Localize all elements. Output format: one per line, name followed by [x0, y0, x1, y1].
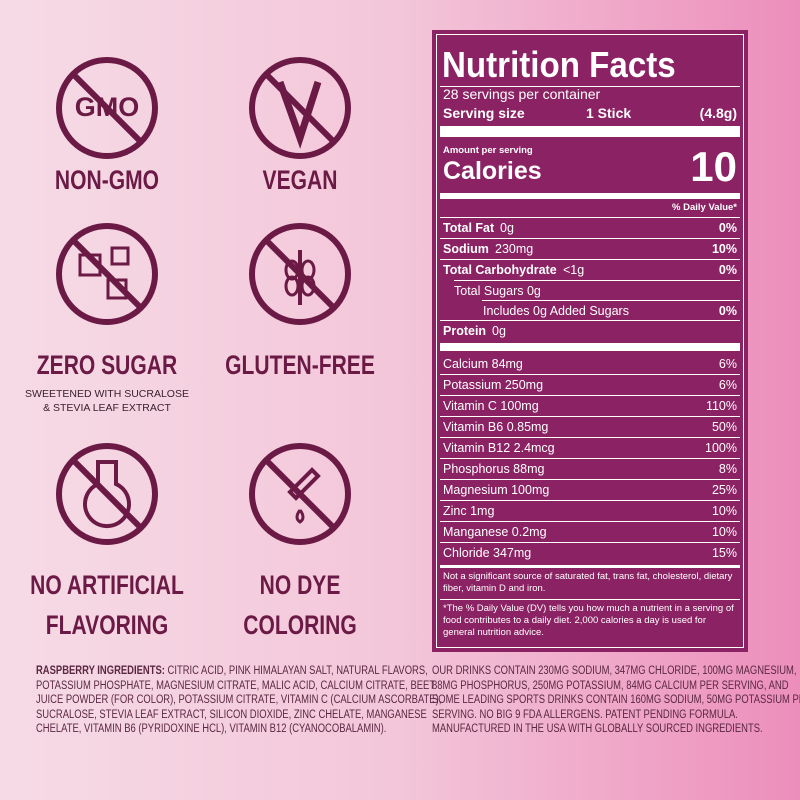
micronutrient: Magnesium 100mg	[443, 483, 550, 497]
ingredient-text: CITRIC ACID, PINK HIMALAYAN SALT, NATURA…	[167, 665, 428, 677]
ingredient-text: POTASSIUM PHOSPHATE, MAGNESIUM CITRATE, …	[36, 679, 436, 692]
daily-value: 8%	[718, 462, 737, 476]
daily-value: 0%	[718, 221, 737, 235]
rule	[440, 500, 740, 501]
rule	[440, 437, 740, 438]
dv-header: % Daily Value*	[672, 202, 737, 213]
badge-label: NO DYE	[259, 570, 341, 600]
rule	[440, 86, 740, 87]
calories-label: Calories	[443, 157, 542, 185]
badge-label: NO ARTIFICIAL	[30, 570, 184, 600]
claim-line: SOME LEADING SPORTS DRINKS CONTAIN 160MG…	[432, 694, 800, 706]
badge-label: VEGAN	[262, 165, 338, 195]
ingredient-text: SUCRALOSE, STEVIA LEAF EXTRACT, SILICON …	[36, 708, 427, 721]
servings: 28 servings per container	[443, 86, 601, 102]
rule	[482, 300, 740, 301]
claim-line: SERVING. NO BIG 9 FDA ALLERGENS. PATENT …	[432, 708, 738, 721]
nutrient-amount: 0g	[492, 324, 506, 338]
daily-value: 100%	[705, 441, 737, 455]
rule	[440, 193, 740, 199]
ingredients-label: RASPBERRY INGREDIENTS:	[36, 665, 165, 677]
serving-size: Serving size	[443, 105, 525, 121]
nutrient-amount: <1g	[563, 263, 585, 277]
micronutrient: Calcium 84mg	[443, 357, 523, 371]
micronutrient: Potassium 250mg	[443, 378, 544, 392]
footnote: *The % Daily Value (DV) tells you how mu…	[443, 603, 734, 638]
rule	[440, 374, 740, 375]
claim-line: 88MG PHOSPHORUS, 250MG POTASSIUM, 84MG C…	[432, 679, 789, 692]
badge-label: NON-GMO	[54, 165, 160, 195]
ingredient-line: RASPBERRY INGREDIENTS: CITRIC ACID, PINK…	[36, 664, 441, 679]
daily-value: 25%	[711, 483, 737, 497]
rule	[440, 565, 740, 568]
rule	[454, 280, 740, 281]
badge-label: FLAVORING	[45, 610, 169, 640]
ingredient-line: POTASSIUM PHOSPHATE, MAGNESIUM CITRATE, …	[36, 679, 441, 694]
rule	[440, 479, 740, 480]
nutrient-amount: 0g	[500, 221, 514, 235]
claim-line: OUR DRINKS CONTAIN 230MG SODIUM, 347MG C…	[432, 665, 797, 677]
amount-per-serving: Amount per serving	[443, 145, 533, 156]
border	[436, 34, 744, 648]
rule	[440, 238, 740, 239]
badge-label: COLORING	[243, 610, 357, 640]
nutrient-name: Total Fat	[443, 221, 495, 235]
rule	[440, 126, 740, 137]
panel-title: Nutrition Facts	[442, 44, 676, 85]
serving-weight: (4.8g)	[699, 105, 737, 121]
ingredient-text: CHELATE, VITAMIN B6 (PYRIDOXINE HCL), VI…	[36, 723, 387, 735]
claim-line: MANUFACTURED IN THE USA WITH GLOBALLY SO…	[432, 723, 763, 735]
micronutrient: Chloride 347mg	[443, 546, 532, 560]
badge-label: ZERO SUGAR	[36, 350, 178, 380]
icon-text: GMO	[75, 92, 140, 122]
daily-value: 0%	[718, 263, 737, 277]
micronutrient: Zinc 1mg	[443, 504, 495, 518]
rule	[440, 320, 740, 321]
note: Not a significant source of saturated fa…	[443, 571, 733, 594]
rule	[440, 458, 740, 459]
micronutrient: Phosphorus 88mg	[443, 462, 545, 476]
daily-value: 0%	[718, 304, 737, 318]
icons: GMO	[56, 57, 351, 545]
micronutrient: Vitamin B6 0.85mg	[443, 420, 549, 434]
sub-nutrient: Total Sugars 0g	[454, 284, 541, 298]
ingredient-text: JUICE POWDER (FOR COLOR), POTASSIUM CITR…	[36, 694, 442, 706]
badge-subtext: SWEETENED WITH SUCRALOSE	[25, 388, 189, 400]
nutrient-amount: 230mg	[495, 242, 534, 256]
nutrient-name: Total Carbohydrate	[443, 263, 557, 277]
micronutrient: Vitamin C 100mg	[443, 399, 539, 413]
claims: OUR DRINKS CONTAIN 230MG SODIUM, 347MG C…	[432, 664, 800, 737]
rule	[440, 542, 740, 543]
ingredient-line: SUCRALOSE, STEVIA LEAF EXTRACT, SILICON …	[36, 708, 441, 723]
nutrient-name: Protein	[443, 324, 487, 338]
ingredient-line: JUICE POWDER (FOR COLOR), POTASSIUM CITR…	[36, 693, 441, 708]
rule	[440, 259, 740, 260]
rule	[440, 343, 740, 351]
daily-value: 110%	[705, 399, 737, 413]
calories-value: 10	[690, 143, 737, 190]
rule	[440, 416, 740, 417]
daily-value: 6%	[718, 357, 737, 371]
rule	[440, 599, 740, 600]
daily-value: 50%	[711, 420, 737, 434]
badge-label: GLUTEN-FREE	[225, 350, 375, 380]
daily-value: 10%	[711, 242, 737, 256]
ingredient-line: CHELATE, VITAMIN B6 (PYRIDOXINE HCL), VI…	[36, 722, 441, 737]
nutrition-facts: Nutrition Facts 28 servings per container…	[432, 30, 748, 652]
sub-nutrient: Includes 0g Added Sugars	[483, 304, 629, 318]
micronutrient: Manganese 0.2mg	[443, 525, 547, 539]
rule	[440, 521, 740, 522]
serving-amount: 1 Stick	[586, 105, 632, 121]
rule	[440, 217, 740, 218]
daily-value: 10%	[711, 504, 737, 518]
daily-value: 10%	[711, 525, 737, 539]
badge-subtext: & STEVIA LEAF EXTRACT	[43, 402, 171, 414]
daily-value: 6%	[718, 378, 737, 392]
rule	[440, 395, 740, 396]
ingredients: RASPBERRY INGREDIENTS: CITRIC ACID, PINK…	[36, 664, 441, 737]
micronutrient: Vitamin B12 2.4mcg	[443, 441, 555, 455]
daily-value: 15%	[711, 546, 737, 560]
nutrient-name: Sodium	[443, 242, 489, 256]
